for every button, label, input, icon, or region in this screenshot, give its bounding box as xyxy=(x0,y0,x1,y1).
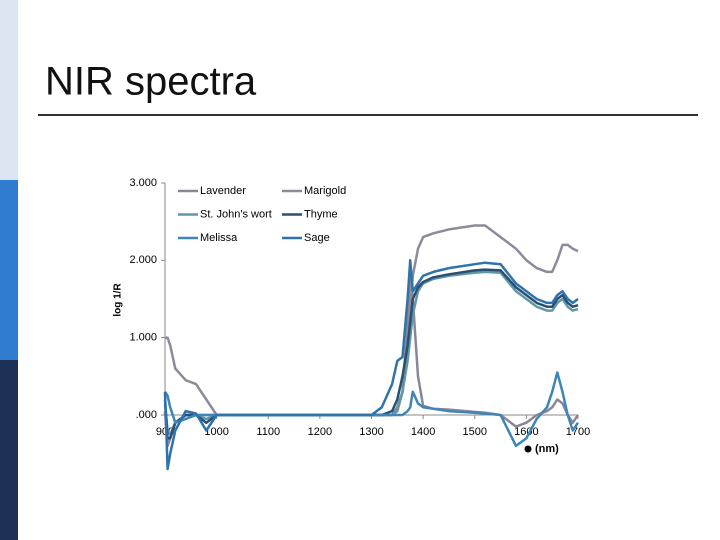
series-line xyxy=(163,259,579,471)
x-tick-label: 1400 xyxy=(411,426,435,438)
x-axis-title: (nm) xyxy=(535,443,559,455)
legend-label: Melissa xyxy=(200,232,238,244)
y-tick-label: 1.000 xyxy=(129,332,157,344)
x-tick-label: 1300 xyxy=(359,426,383,438)
slide-title: NIR spectra xyxy=(45,60,257,104)
side-bar xyxy=(0,180,18,360)
y-tick-label: 3.000 xyxy=(129,177,157,189)
x-tick-label: 1700 xyxy=(566,426,590,438)
legend-label: Sage xyxy=(304,232,330,244)
series-line xyxy=(163,270,579,436)
y-tick-label: .000 xyxy=(136,409,157,421)
series-line xyxy=(165,224,579,417)
x-tick-label: 1100 xyxy=(256,426,280,438)
series-line xyxy=(163,268,579,440)
x-axis-bullet xyxy=(524,445,532,453)
series-line xyxy=(163,266,580,448)
side-bar xyxy=(0,0,18,180)
legend-label: Thyme xyxy=(304,208,338,220)
y-tick-label: 2.000 xyxy=(129,254,157,266)
x-tick-label: 1200 xyxy=(308,426,332,438)
x-tick-label: 1000 xyxy=(204,426,228,438)
legend-label: Lavender xyxy=(200,185,246,197)
y-axis-title: log 1/R xyxy=(113,283,124,317)
legend-label: St. John's wort xyxy=(200,208,272,220)
side-bar xyxy=(0,360,18,540)
series-line xyxy=(163,371,580,448)
x-tick-label: 1500 xyxy=(463,426,487,438)
legend-label: Marigold xyxy=(304,185,346,197)
